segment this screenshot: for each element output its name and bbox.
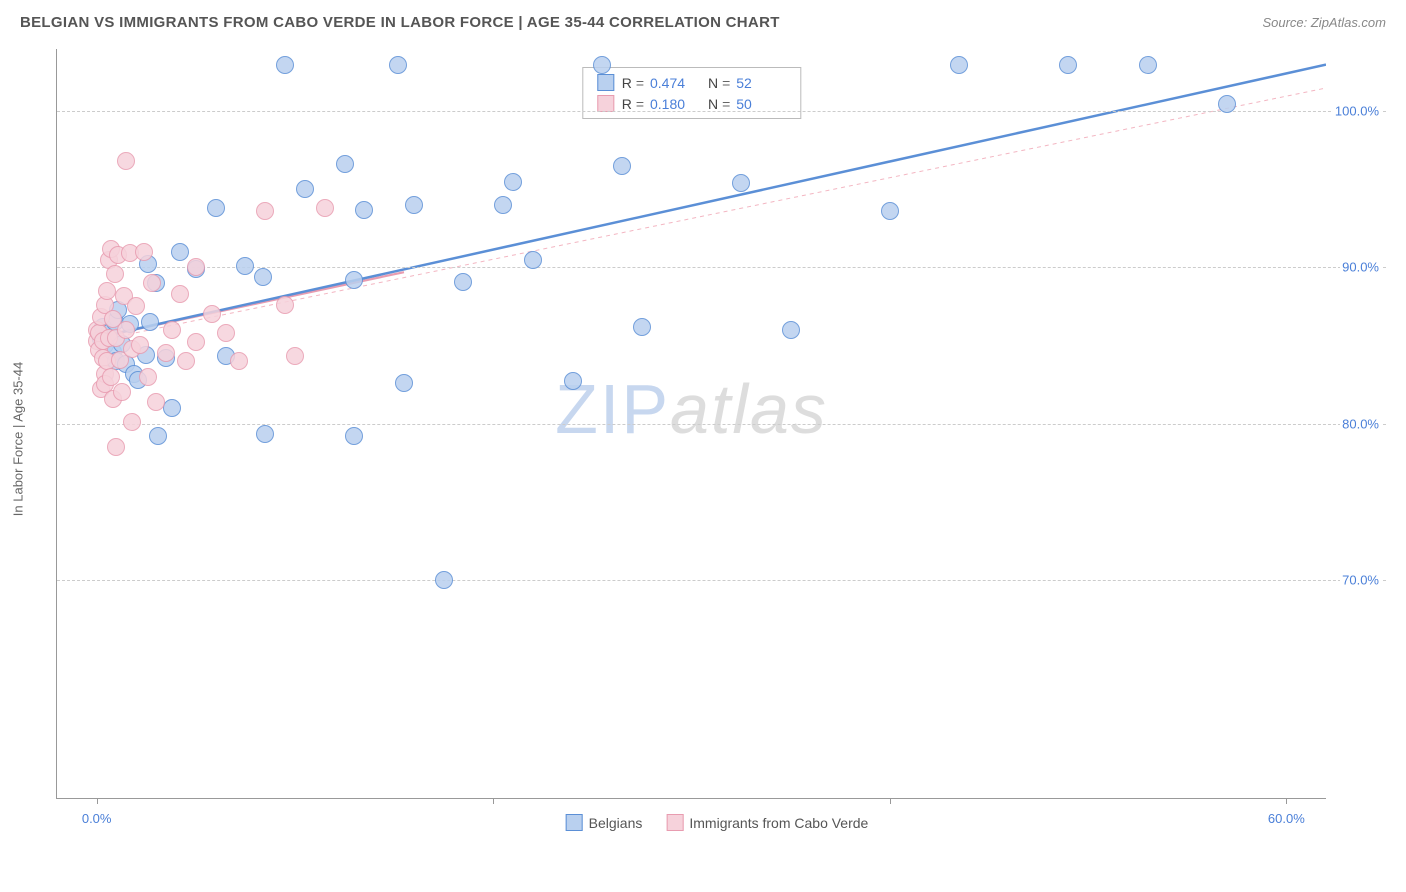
data-point [405, 196, 423, 214]
data-point [187, 333, 205, 351]
data-point [564, 372, 582, 390]
x-tick-mark [1286, 798, 1287, 804]
legend-bottom: Belgians Immigrants from Cabo Verde [566, 814, 869, 831]
chart-container: In Labor Force | Age 35-44 ZIPatlas R= 0… [48, 39, 1386, 839]
data-point [355, 201, 373, 219]
data-point [102, 368, 120, 386]
gridline-h [57, 580, 1386, 581]
data-point [157, 344, 175, 362]
r-label-a: R= 0.474 [622, 75, 700, 91]
chart-title: BELGIAN VS IMMIGRANTS FROM CABO VERDE IN… [20, 14, 780, 31]
data-point [881, 202, 899, 220]
x-tick-label: 60.0% [1268, 811, 1305, 826]
data-point [316, 199, 334, 217]
data-point [141, 313, 159, 331]
legend-item-series-a: Belgians [566, 814, 643, 831]
x-tick-mark [890, 798, 891, 804]
gridline-h [57, 424, 1386, 425]
legend-item-series-b: Immigrants from Cabo Verde [666, 814, 868, 831]
data-point [123, 413, 141, 431]
data-point [127, 297, 145, 315]
data-point [1139, 56, 1157, 74]
y-axis-label: In Labor Force | Age 35-44 [11, 362, 26, 516]
source-name: ZipAtlas.com [1311, 15, 1386, 30]
watermark-atlas: atlas [670, 370, 828, 448]
data-point [524, 251, 542, 269]
data-point [143, 274, 161, 292]
data-point [1218, 95, 1236, 113]
legend-label-b: Immigrants from Cabo Verde [689, 815, 868, 831]
data-point [107, 438, 125, 456]
gridline-h [57, 111, 1386, 112]
data-point [131, 336, 149, 354]
data-point [276, 56, 294, 74]
gridline-h [57, 267, 1386, 268]
swatch-series-a [597, 74, 614, 91]
data-point [177, 352, 195, 370]
data-point [163, 399, 181, 417]
r-label-b: R= 0.180 [622, 96, 700, 112]
source-attribution: Source: ZipAtlas.com [1262, 15, 1386, 30]
data-point [435, 571, 453, 589]
data-point [203, 305, 221, 323]
data-point [171, 285, 189, 303]
data-point [254, 268, 272, 286]
data-point [276, 296, 294, 314]
data-point [345, 271, 363, 289]
data-point [494, 196, 512, 214]
data-point [395, 374, 413, 392]
data-point [230, 352, 248, 370]
data-point [256, 425, 274, 443]
data-point [782, 321, 800, 339]
data-point [633, 318, 651, 336]
data-point [117, 152, 135, 170]
data-point [504, 173, 522, 191]
data-point [593, 56, 611, 74]
data-point [135, 243, 153, 261]
legend-row-series-a: R= 0.474 N= 52 [583, 72, 800, 93]
data-point [163, 321, 181, 339]
data-point [207, 199, 225, 217]
data-point [236, 257, 254, 275]
data-point [454, 273, 472, 291]
n-label-a: N= 52 [708, 75, 786, 91]
swatch-series-b [597, 95, 614, 112]
chart-header: BELGIAN VS IMMIGRANTS FROM CABO VERDE IN… [0, 0, 1406, 39]
data-point [98, 282, 116, 300]
legend-label-a: Belgians [589, 815, 643, 831]
data-point [1059, 56, 1077, 74]
data-point [345, 427, 363, 445]
data-point [732, 174, 750, 192]
y-tick-label: 80.0% [1340, 416, 1381, 431]
plot-area: ZIPatlas R= 0.474 N= 52 R= 0.180 [56, 49, 1326, 799]
data-point [389, 56, 407, 74]
swatch-series-a-bottom [566, 814, 583, 831]
x-tick-mark [97, 798, 98, 804]
y-tick-label: 90.0% [1340, 260, 1381, 275]
data-point [286, 347, 304, 365]
data-point [950, 56, 968, 74]
data-point [106, 265, 124, 283]
x-tick-mark [493, 798, 494, 804]
x-tick-label: 0.0% [82, 811, 112, 826]
data-point [147, 393, 165, 411]
data-point [613, 157, 631, 175]
n-label-b: N= 50 [708, 96, 786, 112]
watermark: ZIPatlas [555, 369, 828, 449]
data-point [113, 383, 131, 401]
data-point [171, 243, 189, 261]
source-prefix: Source: [1262, 15, 1310, 30]
data-point [149, 427, 167, 445]
swatch-series-b-bottom [666, 814, 683, 831]
data-point [187, 258, 205, 276]
y-tick-label: 70.0% [1340, 572, 1381, 587]
data-point [217, 324, 235, 342]
y-tick-label: 100.0% [1333, 104, 1381, 119]
data-point [296, 180, 314, 198]
data-point [139, 368, 157, 386]
data-point [256, 202, 274, 220]
data-point [336, 155, 354, 173]
data-point [117, 321, 135, 339]
